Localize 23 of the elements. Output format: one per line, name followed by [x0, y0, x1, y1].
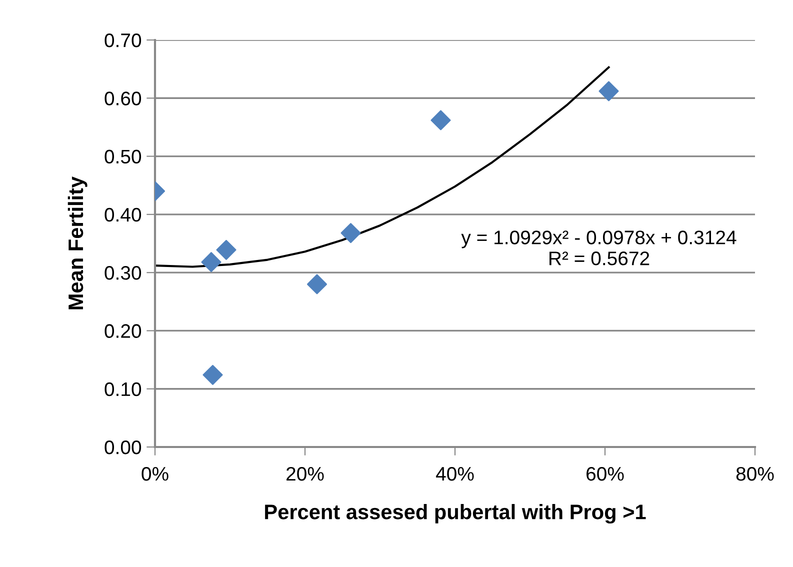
- x-tick-label: 0%: [142, 466, 168, 481]
- point: [216, 240, 236, 260]
- x-axis-title: Percent assesed pubertal with Prog >1: [265, 504, 646, 524]
- point: [202, 364, 223, 385]
- y-tick-label: 0.10: [104, 382, 142, 396]
- x-tick-label: 80%: [736, 466, 774, 481]
- point: [201, 252, 222, 272]
- y-tick-label: 0.60: [104, 92, 142, 106]
- x-tick-label: 40%: [436, 466, 474, 481]
- y-tick-label: 0.20: [104, 324, 142, 338]
- x-tick-label: 60%: [586, 466, 624, 481]
- annotation: y = 1.0929x² - 0.0978x + 0.3124 R² = 0.5672: [461, 230, 736, 266]
- x-tick-label: 20%: [286, 466, 324, 481]
- y-tick-label: 0.30: [104, 266, 142, 280]
- point: [430, 110, 451, 130]
- y-tick-label: 0.70: [104, 33, 142, 48]
- y-tick-label: 0.40: [104, 208, 142, 222]
- point: [598, 81, 619, 102]
- point: [306, 274, 328, 294]
- y-tick-label: 0.50: [104, 150, 142, 164]
- y-axis-title: Mean Fertility: [68, 176, 88, 310]
- point: [340, 223, 361, 244]
- y-tick-label: 0.00: [104, 440, 142, 454]
